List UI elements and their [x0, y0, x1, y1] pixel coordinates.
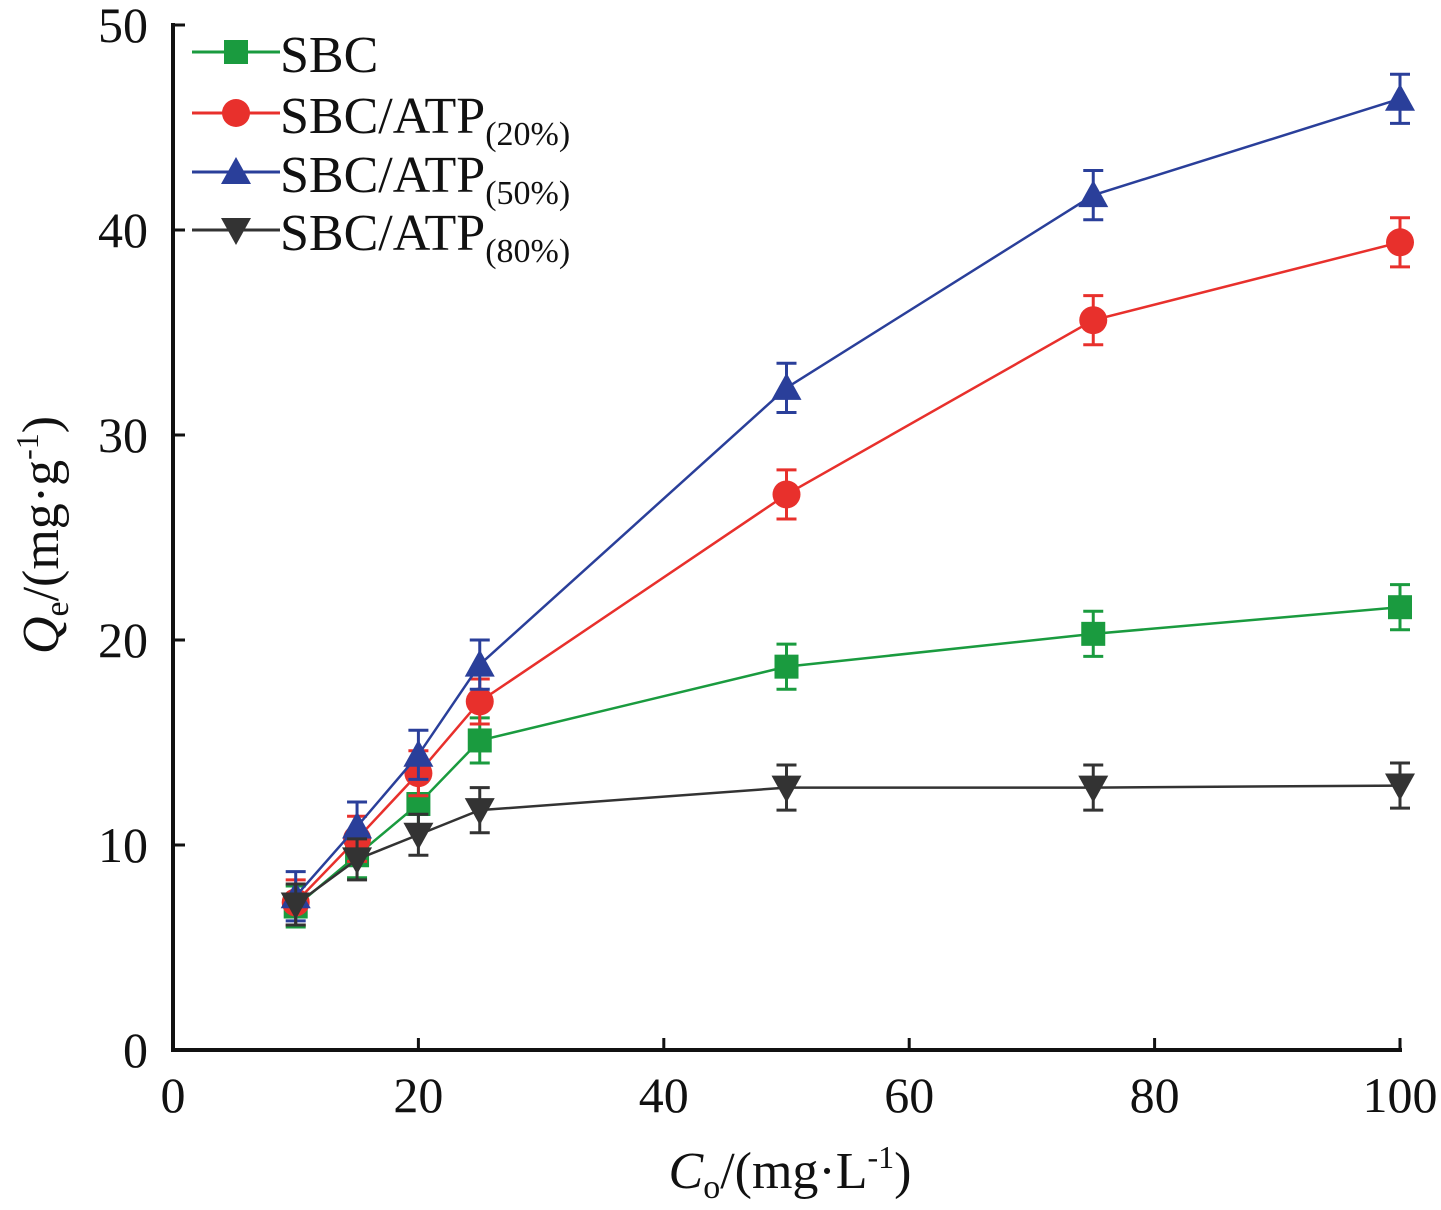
series-line — [294, 241, 1401, 904]
data-point — [342, 811, 373, 839]
series-1 — [281, 216, 1414, 927]
x-tick-label: 80 — [1130, 1067, 1180, 1123]
legend-label-name: SBC — [280, 27, 378, 84]
y-axis-title-close: ) — [13, 416, 70, 433]
x-tick-label: 100 — [1363, 1067, 1438, 1123]
series-0 — [283, 583, 1412, 929]
x-axis-title: Co/(mg·L-1) — [669, 1139, 912, 1205]
data-point — [403, 739, 434, 767]
series-3 — [280, 761, 1415, 927]
data-point — [1079, 306, 1108, 335]
y-axis-title-main: Q — [13, 617, 70, 655]
data-point — [774, 654, 799, 679]
x-axis-title-sub: o — [703, 1169, 720, 1205]
legend-label: SBC/ATP(80%) — [280, 205, 570, 270]
data-point — [1081, 621, 1106, 646]
data-point — [771, 372, 802, 400]
data-point — [1386, 228, 1414, 257]
legend-entry-2: SBC/ATP(50%) — [192, 147, 570, 212]
legend-swatch-marker — [221, 157, 251, 184]
data-point — [771, 775, 802, 803]
y-axis-title-sub: e — [39, 601, 76, 616]
x-axis-title-main: C — [669, 1143, 705, 1200]
data-point — [772, 480, 801, 509]
x-tick-label: 20 — [393, 1067, 443, 1123]
legend-swatch-marker — [224, 40, 248, 64]
y-axis-title: Qe/(mg·g-1) — [9, 416, 76, 654]
x-axis-title-close: ) — [894, 1143, 911, 1200]
legend-label-sub: (50%) — [485, 175, 570, 212]
data-point — [1078, 180, 1109, 208]
series-line — [294, 605, 1401, 908]
legend-label-name: SBC/ATP — [280, 88, 485, 145]
x-axis-title-sup: -1 — [868, 1139, 895, 1175]
legend-label-name: SBC/ATP — [280, 147, 485, 204]
data-point — [465, 687, 494, 716]
data-point — [342, 847, 373, 875]
data-point — [464, 798, 495, 826]
data-point — [1385, 83, 1415, 111]
legend-entry-1: SBC/ATP(20%) — [192, 88, 570, 153]
y-tick-label: 20 — [98, 612, 148, 668]
data-point — [464, 649, 495, 677]
x-tick-label: 60 — [884, 1067, 934, 1123]
data-point — [1078, 775, 1109, 803]
data-point — [1385, 773, 1415, 801]
data-point — [1388, 595, 1412, 620]
x-axis-title-rest: /(mg·L — [720, 1143, 867, 1200]
legend-label: SBC — [280, 27, 378, 84]
data-point — [467, 728, 492, 753]
legend-swatch-marker — [222, 99, 250, 127]
x-tick-label: 0 — [161, 1067, 186, 1123]
legend-swatch-marker — [221, 218, 251, 245]
y-tick-label: 10 — [98, 817, 148, 873]
y-axis-title-rest: /(mg·g — [13, 460, 70, 602]
y-axis-title-sup: -1 — [9, 433, 45, 460]
data-point — [403, 822, 434, 850]
y-tick-label: 30 — [98, 407, 148, 463]
data-point — [280, 892, 311, 920]
y-tick-label: 40 — [98, 202, 148, 258]
legend-entry-3: SBC/ATP(80%) — [192, 205, 570, 270]
y-tick-label: 50 — [98, 0, 148, 53]
series-layer — [280, 72, 1415, 929]
legend-entry-0: SBC — [192, 27, 378, 84]
y-tick-label: 0 — [123, 1022, 148, 1078]
series-line — [294, 784, 1401, 906]
legend-label: SBC/ATP(50%) — [280, 147, 570, 212]
axes: 0 20 40 60 80 100 0 10 20 30 40 50 — [98, 0, 1438, 1123]
legend-label-sub: (80%) — [485, 233, 570, 270]
legend-label: SBC/ATP(20%) — [280, 88, 570, 153]
legend-label-sub: (20%) — [485, 116, 570, 153]
legend-label-name: SBC/ATP — [280, 205, 485, 262]
x-tick-label: 40 — [639, 1067, 689, 1123]
